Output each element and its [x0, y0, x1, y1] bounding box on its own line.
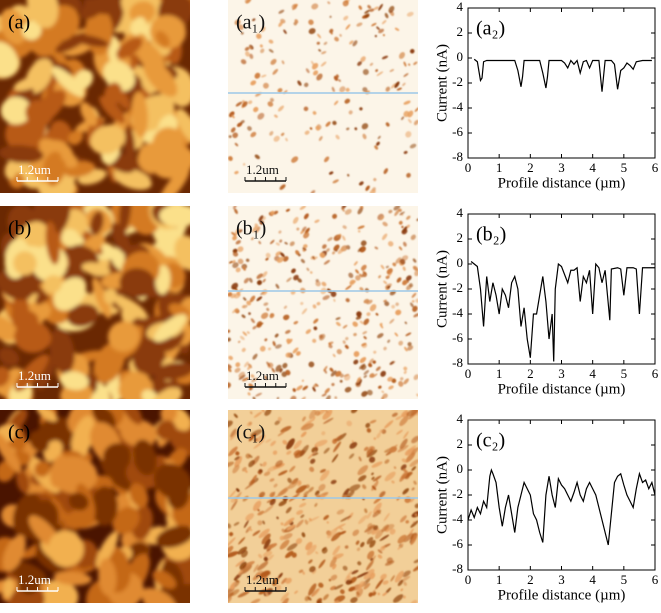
y-tick-label: 2	[457, 24, 464, 39]
data-line	[470, 261, 655, 362]
panel-label: (b)	[8, 218, 31, 240]
x-tick-label: 6	[652, 572, 659, 587]
scale-label: 1.2um	[18, 572, 51, 587]
x-axis-label: Profile distance (µm)	[498, 587, 626, 603]
afm-image: (c₁) 1.2um	[228, 410, 418, 603]
x-axis-label: Profile distance (µm)	[498, 175, 626, 191]
scale-label: 1.2um	[246, 162, 279, 177]
x-tick-label: 2	[527, 572, 534, 587]
y-tick-label: -6	[452, 124, 463, 139]
y-tick-label: 0	[457, 49, 464, 64]
x-tick-label: 0	[465, 366, 472, 381]
y-tick-label: 4	[457, 205, 464, 220]
y-tick-label: -2	[452, 486, 463, 501]
panel-label: (a₁)	[236, 12, 265, 34]
x-tick-label: 4	[589, 160, 596, 175]
chart-title: (a₂)	[476, 18, 505, 40]
x-tick-label: 1	[496, 160, 503, 175]
scale-label: 1.2um	[246, 572, 279, 587]
y-tick-label: 4	[457, 411, 464, 426]
afm-image: (b₁) 1.2um	[228, 206, 418, 399]
x-tick-label: 6	[652, 160, 659, 175]
x-tick-label: 2	[527, 366, 534, 381]
y-tick-label: -6	[452, 536, 463, 551]
x-tick-label: 3	[558, 366, 565, 381]
y-tick-label: 0	[457, 461, 464, 476]
y-tick-label: 0	[457, 255, 464, 270]
afm-image: (a) 1.2um	[0, 0, 190, 193]
x-tick-label: 1	[496, 366, 503, 381]
y-tick-label: -2	[452, 74, 463, 89]
chart-title: (c₂)	[476, 430, 505, 452]
y-tick-label: 4	[457, 0, 464, 14]
x-tick-label: 2	[527, 160, 534, 175]
y-tick-label: -8	[452, 355, 463, 370]
chart-title: (b₂)	[476, 224, 506, 246]
x-tick-label: 5	[621, 572, 628, 587]
afm-image: (a₁) 1.2um	[228, 0, 418, 193]
y-tick-label: -8	[452, 561, 463, 576]
x-axis-label: Profile distance (µm)	[498, 381, 626, 397]
x-tick-label: 3	[558, 160, 565, 175]
y-tick-label: -2	[452, 280, 463, 295]
y-tick-label: -8	[452, 149, 463, 164]
y-tick-label: -6	[452, 330, 463, 345]
y-tick-label: 2	[457, 436, 464, 451]
x-tick-label: 4	[589, 366, 596, 381]
x-tick-label: 0	[465, 160, 472, 175]
scale-label: 1.2um	[18, 162, 51, 177]
x-tick-label: 5	[621, 366, 628, 381]
panel-label: (a)	[8, 12, 30, 34]
x-tick-label: 4	[589, 572, 596, 587]
x-tick-label: 0	[465, 572, 472, 587]
data-line	[473, 58, 652, 92]
afm-image: (b) 1.2um	[0, 206, 190, 399]
y-axis-label: Current (nA)	[434, 250, 450, 328]
afm-image: (c) 1.2um	[0, 410, 190, 603]
x-tick-label: 5	[621, 160, 628, 175]
x-tick-label: 1	[496, 572, 503, 587]
data-line	[467, 468, 656, 546]
x-tick-label: 3	[558, 572, 565, 587]
scale-label: 1.2um	[18, 368, 51, 383]
panel-label: (c₁)	[236, 422, 265, 444]
y-axis-label: Current (nA)	[434, 44, 450, 122]
scale-label: 1.2um	[246, 368, 279, 383]
panel-label: (c)	[8, 422, 30, 444]
y-tick-label: -4	[452, 99, 463, 114]
y-tick-label: -4	[452, 511, 463, 526]
y-tick-label: -4	[452, 305, 463, 320]
panel-label: (b₁)	[236, 218, 266, 240]
x-tick-label: 6	[652, 366, 659, 381]
y-axis-label: Current (nA)	[434, 456, 450, 534]
y-tick-label: 2	[457, 230, 464, 245]
